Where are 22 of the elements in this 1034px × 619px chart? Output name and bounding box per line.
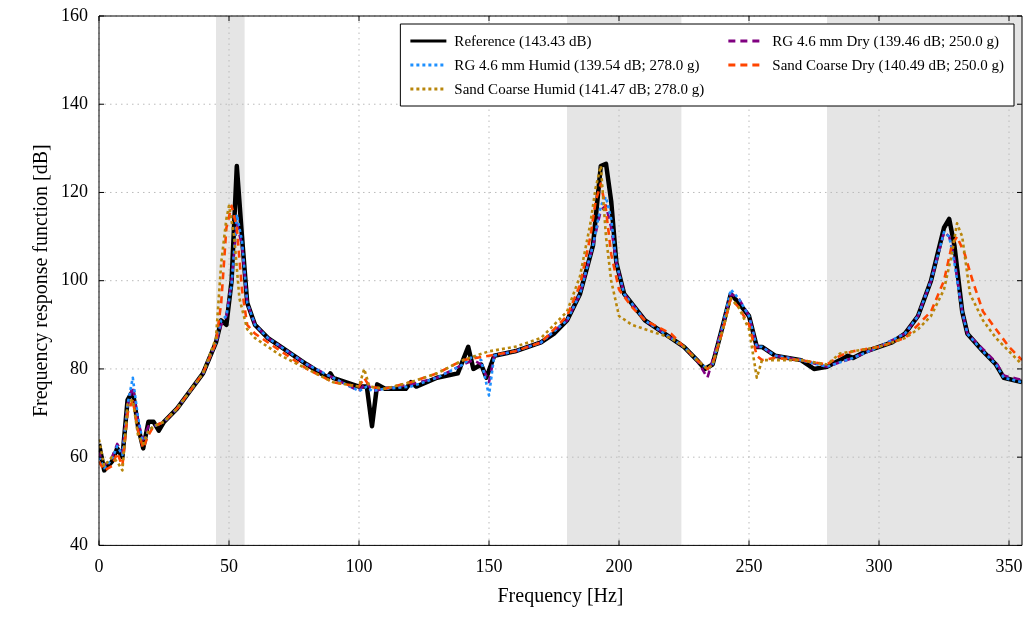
- x-tick-label: 50: [220, 555, 238, 576]
- x-tick-label: 350: [995, 555, 1023, 576]
- y-tick-label: 120: [61, 181, 88, 202]
- legend-label: RG 4.6 mm Humid (139.54 dB; 278.0 g): [454, 56, 700, 74]
- y-tick-label: 140: [61, 92, 88, 113]
- y-tick-label: 100: [61, 269, 88, 290]
- y-axis-title: Frequency response function [dB]: [29, 144, 53, 418]
- legend-label: Sand Coarse Dry (140.49 dB; 250.0 g): [772, 56, 1005, 74]
- y-tick-label: 160: [61, 4, 88, 25]
- y-tick-label: 80: [70, 357, 88, 378]
- x-tick-label: 150: [475, 555, 503, 576]
- y-tick-label: 40: [70, 534, 88, 555]
- legend-label: Reference (143.43 dB): [454, 32, 592, 50]
- legend-label: RG 4.6 mm Dry (139.46 dB; 250.0 g): [772, 32, 1000, 50]
- x-axis-title: Frequency [Hz]: [497, 584, 624, 608]
- x-tick-label: 300: [865, 555, 893, 576]
- x-tick-label: 0: [94, 555, 104, 576]
- x-tick-label: 200: [605, 555, 633, 576]
- legend-label: Sand Coarse Humid (141.47 dB; 278.0 g): [454, 80, 705, 98]
- y-tick-label: 60: [70, 445, 88, 466]
- x-tick-label: 250: [735, 555, 763, 576]
- x-tick-label: 100: [345, 555, 373, 576]
